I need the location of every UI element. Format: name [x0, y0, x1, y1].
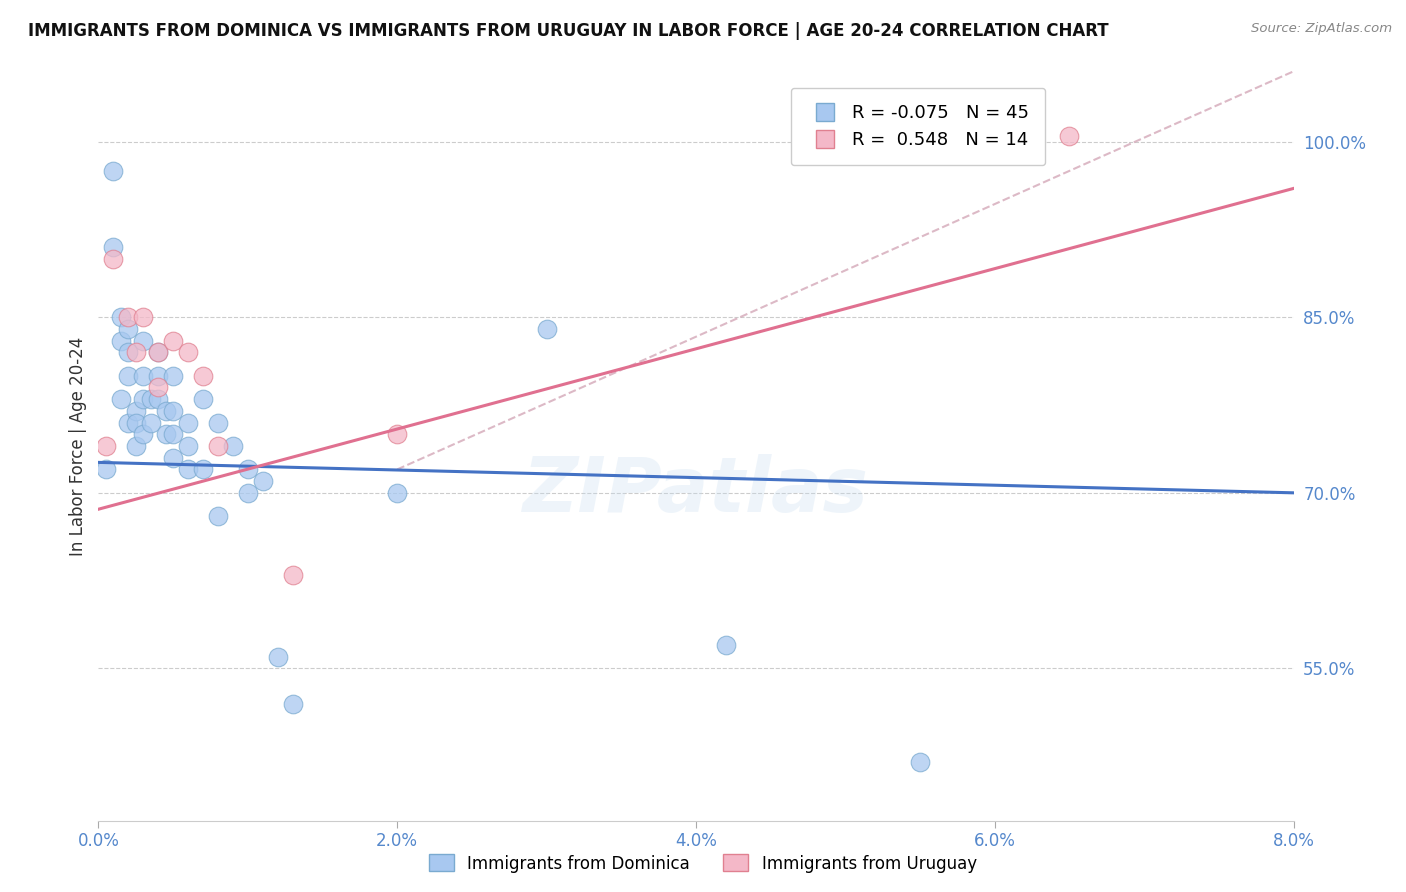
- Point: [117, 368, 139, 383]
- Point: [132, 334, 155, 348]
- Point: [162, 404, 184, 418]
- Y-axis label: In Labor Force | Age 20-24: In Labor Force | Age 20-24: [69, 336, 87, 556]
- Point: [148, 345, 170, 359]
- Point: [125, 416, 148, 430]
- Point: [117, 345, 139, 359]
- Point: [908, 755, 931, 769]
- Point: [162, 334, 184, 348]
- Point: [236, 462, 259, 476]
- Point: [281, 697, 304, 711]
- Point: [536, 322, 558, 336]
- Point: [117, 310, 139, 325]
- Point: [148, 392, 170, 407]
- Point: [155, 427, 177, 442]
- Point: [281, 567, 304, 582]
- Point: [207, 439, 229, 453]
- Point: [125, 345, 148, 359]
- Point: [132, 310, 155, 325]
- Point: [117, 322, 139, 336]
- Point: [714, 638, 737, 652]
- Point: [125, 439, 148, 453]
- Point: [162, 368, 184, 383]
- Point: [252, 474, 274, 488]
- Point: [110, 310, 132, 325]
- Point: [236, 486, 259, 500]
- Point: [155, 404, 177, 418]
- Point: [267, 649, 290, 664]
- Point: [103, 240, 125, 254]
- Point: [177, 462, 200, 476]
- Point: [191, 462, 214, 476]
- Point: [117, 416, 139, 430]
- Point: [132, 392, 155, 407]
- Point: [177, 345, 200, 359]
- Point: [94, 439, 117, 453]
- Point: [148, 345, 170, 359]
- Text: IMMIGRANTS FROM DOMINICA VS IMMIGRANTS FROM URUGUAY IN LABOR FORCE | AGE 20-24 C: IMMIGRANTS FROM DOMINICA VS IMMIGRANTS F…: [28, 22, 1109, 40]
- Point: [177, 439, 200, 453]
- Point: [148, 380, 170, 394]
- Point: [110, 334, 132, 348]
- Point: [132, 427, 155, 442]
- Point: [139, 416, 162, 430]
- Point: [162, 427, 184, 442]
- Text: Source: ZipAtlas.com: Source: ZipAtlas.com: [1251, 22, 1392, 36]
- Point: [103, 164, 125, 178]
- Point: [94, 462, 117, 476]
- Point: [110, 392, 132, 407]
- Point: [222, 439, 245, 453]
- Text: ZIPatlas: ZIPatlas: [523, 454, 869, 528]
- Point: [207, 509, 229, 524]
- Point: [162, 450, 184, 465]
- Point: [103, 252, 125, 266]
- Point: [207, 416, 229, 430]
- Point: [177, 416, 200, 430]
- Point: [1059, 128, 1081, 143]
- Point: [125, 404, 148, 418]
- Point: [148, 368, 170, 383]
- Point: [385, 486, 409, 500]
- Point: [191, 368, 214, 383]
- Point: [132, 368, 155, 383]
- Point: [139, 392, 162, 407]
- Point: [191, 392, 214, 407]
- Legend: R = -0.075   N = 45, R =  0.548   N = 14: R = -0.075 N = 45, R = 0.548 N = 14: [790, 88, 1046, 165]
- Point: [385, 427, 409, 442]
- Legend: Immigrants from Dominica, Immigrants from Uruguay: Immigrants from Dominica, Immigrants fro…: [422, 847, 984, 880]
